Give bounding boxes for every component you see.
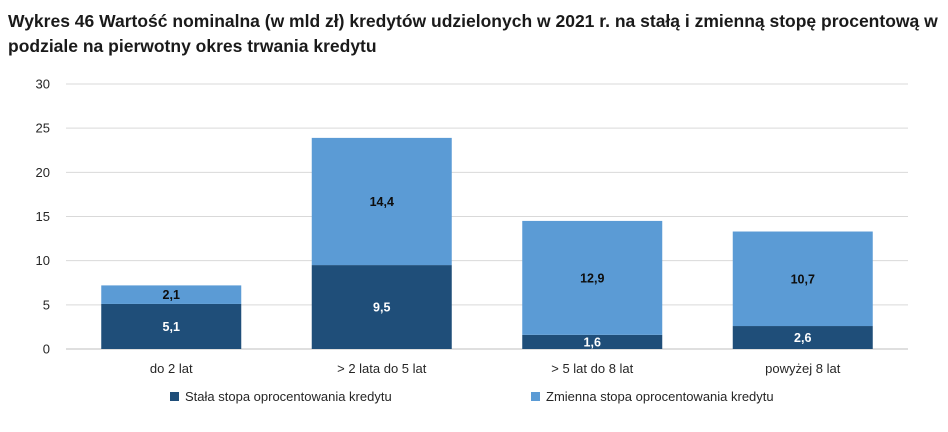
y-tick-label: 25 xyxy=(36,121,50,136)
legend-item-variable: Zmienna stopa oprocentowania kredytu xyxy=(531,389,774,404)
bar-segment-fixed xyxy=(522,334,663,349)
y-tick-label: 15 xyxy=(36,209,50,224)
x-category-label: > 5 lat do 8 lat xyxy=(551,361,633,376)
data-label: 9,5 xyxy=(373,301,390,315)
legend-label-variable: Zmienna stopa oprocentowania kredytu xyxy=(546,389,774,404)
chart-title: Wykres 46 Wartość nominalna (w mld zł) k… xyxy=(8,11,938,56)
data-label: 12,9 xyxy=(580,271,604,285)
legend-item-fixed: Stała stopa oprocentowania kredytu xyxy=(170,389,392,404)
x-axis-categories: do 2 lat > 2 lata do 5 lat > 5 lat do 8 la… xyxy=(150,361,841,376)
legend: Stała stopa oprocentowania kredytu Zmien… xyxy=(0,389,948,411)
data-label: 10,7 xyxy=(791,272,815,286)
bar-segment-variable xyxy=(522,220,663,335)
legend-swatch-variable xyxy=(531,392,540,401)
x-category-label: do 2 lat xyxy=(150,361,193,376)
data-label: 2,6 xyxy=(794,331,811,345)
y-tick-label: 0 xyxy=(43,342,50,357)
data-label: 2,1 xyxy=(163,288,180,302)
bars: 5,1 2,1 9,5 14,4 1,6 12,9 2,6 10,7 xyxy=(101,137,873,349)
bar-segment-fixed xyxy=(732,326,873,349)
legend-label-fixed: Stała stopa oprocentowania kredytu xyxy=(185,389,392,404)
y-tick-label: 30 xyxy=(36,77,50,92)
stacked-bar-chart: 0 5 10 15 20 25 30 5,1 2,1 9,5 14,4 1,6 12,9 2,6 10,7… xyxy=(36,77,908,376)
x-category-label: powyżej 8 lat xyxy=(765,361,841,376)
bar-segment-variable xyxy=(311,137,452,266)
x-category-label: > 2 lata do 5 lat xyxy=(337,361,427,376)
bar-segment-fixed xyxy=(311,265,452,349)
legend-swatch-fixed xyxy=(170,392,179,401)
data-label: 14,4 xyxy=(370,195,394,209)
data-label: 1,6 xyxy=(584,335,601,349)
y-axis-ticks: 0 5 10 15 20 25 30 xyxy=(36,77,50,357)
y-tick-label: 10 xyxy=(36,253,50,268)
bar-segment-fixed xyxy=(101,303,242,349)
y-tick-label: 20 xyxy=(36,165,50,180)
y-tick-label: 5 xyxy=(43,297,50,312)
bar-segment-variable xyxy=(732,231,873,327)
data-label: 5,1 xyxy=(163,320,180,334)
bar-segment-variable xyxy=(101,285,242,304)
